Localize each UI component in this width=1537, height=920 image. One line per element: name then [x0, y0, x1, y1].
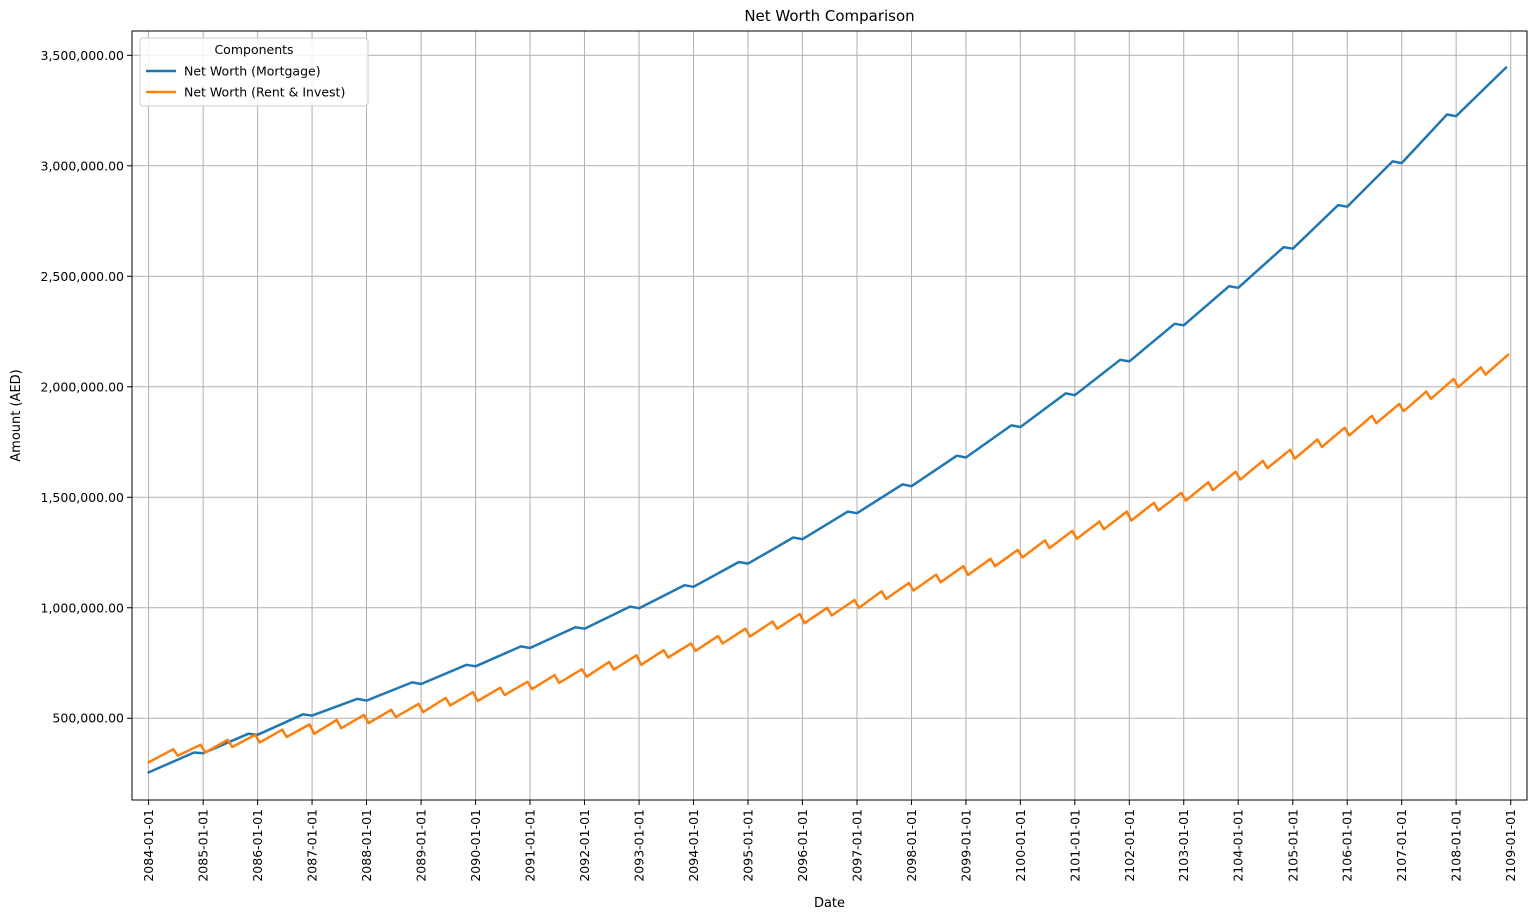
x-tick-label: 2094-01-01 — [686, 809, 701, 882]
x-tick-label: 2098-01-01 — [904, 809, 919, 882]
series-line-rent-invest — [147, 353, 1510, 764]
legend-title: Components — [214, 42, 293, 57]
x-tick-label: 2088-01-01 — [359, 809, 374, 882]
x-tick-label: 2105-01-01 — [1285, 809, 1300, 882]
x-tick-label: 2096-01-01 — [795, 809, 810, 882]
y-tick-label: 500,000.00 — [52, 711, 124, 726]
plot-frame — [131, 30, 1528, 801]
y-tick-label: 3,500,000.00 — [41, 48, 125, 63]
x-tick-label: 2109-01-01 — [1503, 809, 1518, 882]
y-tick-label: 3,000,000.00 — [41, 158, 125, 173]
series-layer — [147, 66, 1510, 774]
y-tick-label: 2,500,000.00 — [41, 269, 125, 284]
x-tick-label: 2087-01-01 — [305, 809, 320, 882]
y-axis: 500,000.00 1,000,000.00 1,500,000.00 2,000,… — [41, 48, 132, 726]
x-axis: 2084-01-01 2085-01-01 2086-01-01 2087-01-01… — [141, 800, 1518, 882]
legend-entry-label: Net Worth (Rent & Invest) — [184, 85, 345, 100]
x-tick-label: 2104-01-01 — [1231, 809, 1246, 882]
x-tick-label: 2099-01-01 — [958, 809, 973, 882]
x-tick-label: 2102-01-01 — [1122, 809, 1137, 882]
y-tick-label: 1,500,000.00 — [41, 490, 125, 505]
y-axis-label: Amount (AED) — [9, 369, 24, 461]
x-tick-label: 2101-01-01 — [1067, 809, 1082, 882]
x-tick-label: 2086-01-01 — [250, 809, 265, 882]
x-tick-label: 2092-01-01 — [577, 809, 592, 882]
x-tick-label: 2093-01-01 — [632, 809, 647, 882]
x-tick-label: 2084-01-01 — [141, 809, 156, 882]
x-tick-label: 2107-01-01 — [1394, 809, 1409, 882]
x-tick-label: 2097-01-01 — [850, 809, 865, 882]
y-tick-label: 2,000,000.00 — [41, 379, 125, 394]
chart-title: Net Worth Comparison — [744, 7, 914, 25]
gridlines — [132, 31, 1527, 800]
x-tick-label: 2095-01-01 — [740, 809, 755, 882]
series-line-mortgage — [147, 66, 1508, 774]
legend-entry-label: Net Worth (Mortgage) — [184, 64, 321, 79]
x-tick-label: 2090-01-01 — [468, 809, 483, 882]
x-tick-label: 2106-01-01 — [1340, 809, 1355, 882]
x-tick-label: 2100-01-01 — [1013, 809, 1028, 882]
x-axis-label: Date — [814, 896, 845, 911]
x-tick-label: 2085-01-01 — [196, 809, 211, 882]
legend-box — [139, 37, 369, 107]
x-tick-label: 2103-01-01 — [1176, 809, 1191, 882]
x-tick-label: 2108-01-01 — [1449, 809, 1464, 882]
y-tick-label: 1,000,000.00 — [41, 600, 125, 615]
x-tick-label: 2089-01-01 — [414, 809, 429, 882]
x-tick-label: 2091-01-01 — [523, 809, 538, 882]
legend: Components Net Worth (Mortgage) Net Worth… — [139, 37, 369, 107]
